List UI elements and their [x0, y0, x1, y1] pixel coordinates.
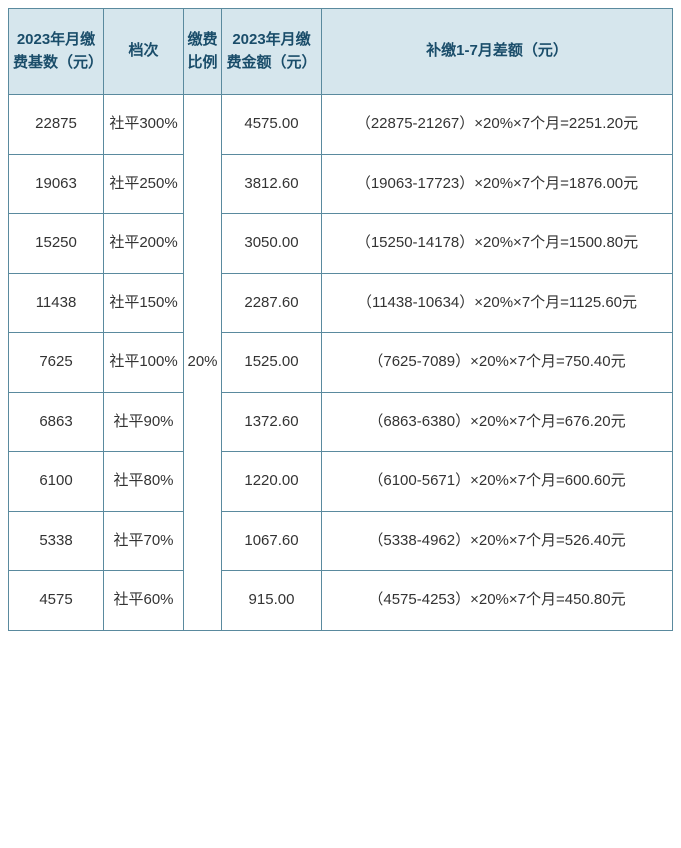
- cell-diff: （4575-4253）×20%×7个月=450.80元: [322, 571, 673, 631]
- cell-tier: 社平60%: [104, 571, 184, 631]
- cell-tier: 社平90%: [104, 392, 184, 452]
- cell-base: 19063: [9, 154, 104, 214]
- cell-base: 22875: [9, 95, 104, 155]
- cell-tier: 社平250%: [104, 154, 184, 214]
- table-row: 22875 社平300% 20% 4575.00 （22875-21267）×2…: [9, 95, 673, 155]
- table-row: 19063 社平250% 3812.60 （19063-17723）×20%×7…: [9, 154, 673, 214]
- table-row: 6100 社平80% 1220.00 （6100-5671）×20%×7个月=6…: [9, 452, 673, 512]
- table-row: 5338 社平70% 1067.60 （5338-4962）×20%×7个月=5…: [9, 511, 673, 571]
- header-tier: 档次: [104, 9, 184, 95]
- header-amount: 2023年月缴费金额（元）: [222, 9, 322, 95]
- header-rate: 缴费比例: [184, 9, 222, 95]
- table-row: 4575 社平60% 915.00 （4575-4253）×20%×7个月=45…: [9, 571, 673, 631]
- cell-amount: 1220.00: [222, 452, 322, 512]
- cell-diff: （6100-5671）×20%×7个月=600.60元: [322, 452, 673, 512]
- cell-tier: 社平300%: [104, 95, 184, 155]
- cell-amount: 2287.60: [222, 273, 322, 333]
- cell-rate: 20%: [184, 95, 222, 631]
- table-header-row: 2023年月缴费基数（元） 档次 缴费比例 2023年月缴费金额（元） 补缴1-…: [9, 9, 673, 95]
- cell-diff: （15250-14178）×20%×7个月=1500.80元: [322, 214, 673, 274]
- cell-tier: 社平100%: [104, 333, 184, 393]
- cell-base: 11438: [9, 273, 104, 333]
- cell-diff: （6863-6380）×20%×7个月=676.20元: [322, 392, 673, 452]
- cell-base: 5338: [9, 511, 104, 571]
- cell-amount: 1067.60: [222, 511, 322, 571]
- cell-base: 15250: [9, 214, 104, 274]
- cell-diff: （22875-21267）×20%×7个月=2251.20元: [322, 95, 673, 155]
- cell-amount: 3812.60: [222, 154, 322, 214]
- table-body: 22875 社平300% 20% 4575.00 （22875-21267）×2…: [9, 95, 673, 631]
- cell-base: 6100: [9, 452, 104, 512]
- table-row: 7625 社平100% 1525.00 （7625-7089）×20%×7个月=…: [9, 333, 673, 393]
- header-diff: 补缴1-7月差额（元）: [322, 9, 673, 95]
- cell-tier: 社平150%: [104, 273, 184, 333]
- cell-tier: 社平70%: [104, 511, 184, 571]
- cell-tier: 社平80%: [104, 452, 184, 512]
- cell-diff: （19063-17723）×20%×7个月=1876.00元: [322, 154, 673, 214]
- header-base: 2023年月缴费基数（元）: [9, 9, 104, 95]
- table-row: 6863 社平90% 1372.60 （6863-6380）×20%×7个月=6…: [9, 392, 673, 452]
- cell-tier: 社平200%: [104, 214, 184, 274]
- cell-base: 4575: [9, 571, 104, 631]
- cell-amount: 3050.00: [222, 214, 322, 274]
- cell-base: 6863: [9, 392, 104, 452]
- cell-diff: （7625-7089）×20%×7个月=750.40元: [322, 333, 673, 393]
- cell-amount: 1525.00: [222, 333, 322, 393]
- cell-amount: 915.00: [222, 571, 322, 631]
- cell-diff: （5338-4962）×20%×7个月=526.40元: [322, 511, 673, 571]
- cell-base: 7625: [9, 333, 104, 393]
- cell-amount: 4575.00: [222, 95, 322, 155]
- table-row: 15250 社平200% 3050.00 （15250-14178）×20%×7…: [9, 214, 673, 274]
- cell-amount: 1372.60: [222, 392, 322, 452]
- table-row: 11438 社平150% 2287.60 （11438-10634）×20%×7…: [9, 273, 673, 333]
- cell-diff: （11438-10634）×20%×7个月=1125.60元: [322, 273, 673, 333]
- payment-table: 2023年月缴费基数（元） 档次 缴费比例 2023年月缴费金额（元） 补缴1-…: [8, 8, 673, 631]
